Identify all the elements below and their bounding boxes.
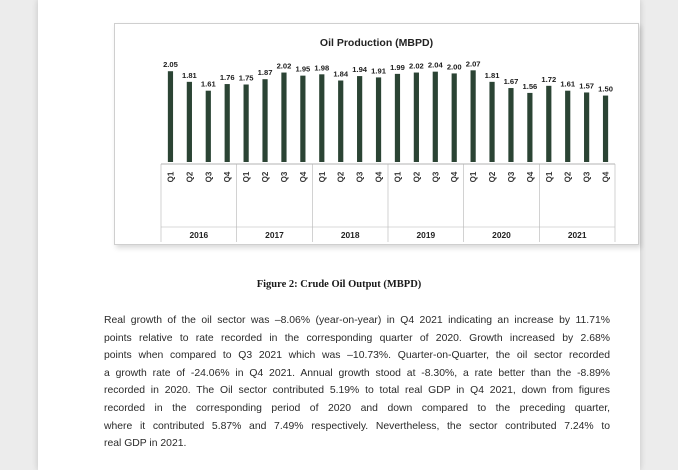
- quarter-tick-label: Q4: [450, 171, 459, 182]
- bar-value-label: 1.99: [390, 63, 405, 72]
- bar: [224, 84, 230, 162]
- year-group-label: 2017: [265, 230, 284, 240]
- body-paragraph: Real growth of the oil sector was –8.06%…: [104, 312, 610, 453]
- bar: [470, 70, 476, 162]
- bar: [602, 95, 609, 162]
- bar: [186, 81, 192, 162]
- bar-value-label: 1.81: [182, 71, 198, 80]
- bar-value-label: 1.50: [598, 85, 613, 94]
- year-group-label: 2018: [341, 230, 360, 240]
- bar-value-label: 1.72: [541, 75, 556, 84]
- year-group-label: 2016: [190, 230, 209, 240]
- bar: [375, 77, 382, 162]
- bar: [565, 90, 571, 162]
- quarter-tick-label: Q3: [356, 171, 365, 182]
- bar-value-label: 1.87: [258, 68, 273, 77]
- bar: [300, 75, 306, 162]
- bar: [167, 71, 174, 162]
- chart-title: Oil Production (MBPD): [320, 37, 433, 49]
- bar: [262, 79, 268, 162]
- body-line: where it contributed 5.87% and 7.49% res…: [104, 420, 610, 432]
- bar-value-label: 1.91: [371, 66, 387, 75]
- year-group-label: 2019: [417, 230, 436, 240]
- bar-value-label: 1.98: [314, 63, 329, 72]
- bar-value-label: 2.00: [447, 62, 462, 71]
- year-group-label: 2020: [492, 230, 511, 240]
- bar: [338, 80, 344, 162]
- quarter-tick-label: Q2: [337, 171, 346, 182]
- bar: [489, 81, 495, 162]
- quarter-tick-label: Q3: [583, 171, 592, 182]
- quarter-tick-label: Q4: [375, 171, 384, 182]
- bar: [357, 76, 363, 162]
- quarter-tick-label: Q2: [185, 171, 194, 182]
- quarter-tick-label: Q3: [431, 171, 440, 182]
- bar: [281, 72, 287, 162]
- bar: [243, 84, 249, 162]
- bar-value-label: 1.56: [522, 82, 537, 91]
- bar-value-label: 1.84: [333, 70, 349, 79]
- quarter-tick-label: Q4: [526, 171, 535, 182]
- body-line: recorded in the corresponding period of …: [104, 402, 610, 414]
- bar: [508, 88, 514, 162]
- document-page: Oil Production (MBPD) 2.05 1.81 1.61 1.76 1.7…: [38, 0, 640, 470]
- bar: [546, 85, 552, 162]
- bar-value-label: 1.67: [504, 77, 519, 86]
- bar: [413, 72, 419, 162]
- bar: [451, 73, 457, 162]
- body-line: points relative to rate recorded in the …: [104, 332, 610, 344]
- body-line: points when compared to Q3 2021 which wa…: [104, 350, 610, 362]
- oil-production-chart: Oil Production (MBPD)2.051.811.611.76 1.7…: [160, 37, 616, 242]
- bar-value-label: 1.61: [201, 80, 217, 89]
- chart-frame: Oil Production (MBPD) 2.05 1.81 1.61 1.76 1.7…: [114, 23, 639, 245]
- quarter-tick-label: Q1: [242, 171, 251, 182]
- quarter-tick-label: Q4: [223, 171, 232, 182]
- bar-value-label: 1.57: [579, 81, 594, 90]
- quarter-tick-label: Q3: [280, 171, 289, 182]
- quarter-tick-label: Q1: [393, 171, 402, 182]
- body-line: real GDP in 2021.: [104, 438, 187, 450]
- quarter-tick-label: Q1: [318, 171, 327, 182]
- quarter-tick-label: Q2: [564, 171, 573, 182]
- bar: [432, 71, 438, 162]
- quarter-tick-label: Q3: [507, 171, 516, 182]
- bar-value-label: 2.07: [466, 59, 481, 68]
- quarter-tick-label: Q2: [488, 171, 497, 182]
- quarter-tick-label: Q2: [261, 171, 270, 182]
- bar: [319, 74, 325, 162]
- body-line: Real growth of the oil sector was –8.06%…: [104, 315, 610, 326]
- quarter-tick-label: Q1: [166, 171, 175, 182]
- quarter-tick-label: Q4: [299, 171, 308, 182]
- quarter-tick-label: Q1: [545, 171, 554, 182]
- bar: [584, 92, 590, 162]
- bar-value-label: 1.76: [220, 73, 235, 82]
- bar-value-label: 1.61: [560, 80, 576, 89]
- bar-value-label: 2.04: [428, 61, 444, 70]
- bar-value-label: 1.75: [239, 74, 255, 83]
- bar: [527, 92, 533, 162]
- quarter-tick-label: Q3: [204, 171, 213, 182]
- body-line: a growth rate of -24.06% in Q4 2021. Ann…: [104, 367, 610, 379]
- bar: [205, 90, 211, 162]
- bar-value-label: 1.81: [485, 71, 501, 80]
- quarter-tick-label: Q1: [469, 171, 478, 182]
- figure-caption: Figure 2: Crude Oil Output (MBPD): [256, 279, 422, 290]
- bar-value-label: 2.05: [163, 60, 179, 69]
- quarter-tick-label: Q2: [412, 171, 421, 182]
- bar-value-label: 1.95: [295, 65, 311, 74]
- year-group-label: 2021: [568, 230, 587, 240]
- bar-value-label: 1.94: [352, 65, 368, 74]
- quarter-tick-label: Q4: [602, 171, 611, 182]
- bar-value-label: 2.02: [277, 62, 292, 71]
- bar-value-label: 2.02: [409, 62, 424, 71]
- bar: [394, 73, 401, 162]
- body-line: recorded in 2020. The Oil sector contrib…: [104, 385, 610, 397]
